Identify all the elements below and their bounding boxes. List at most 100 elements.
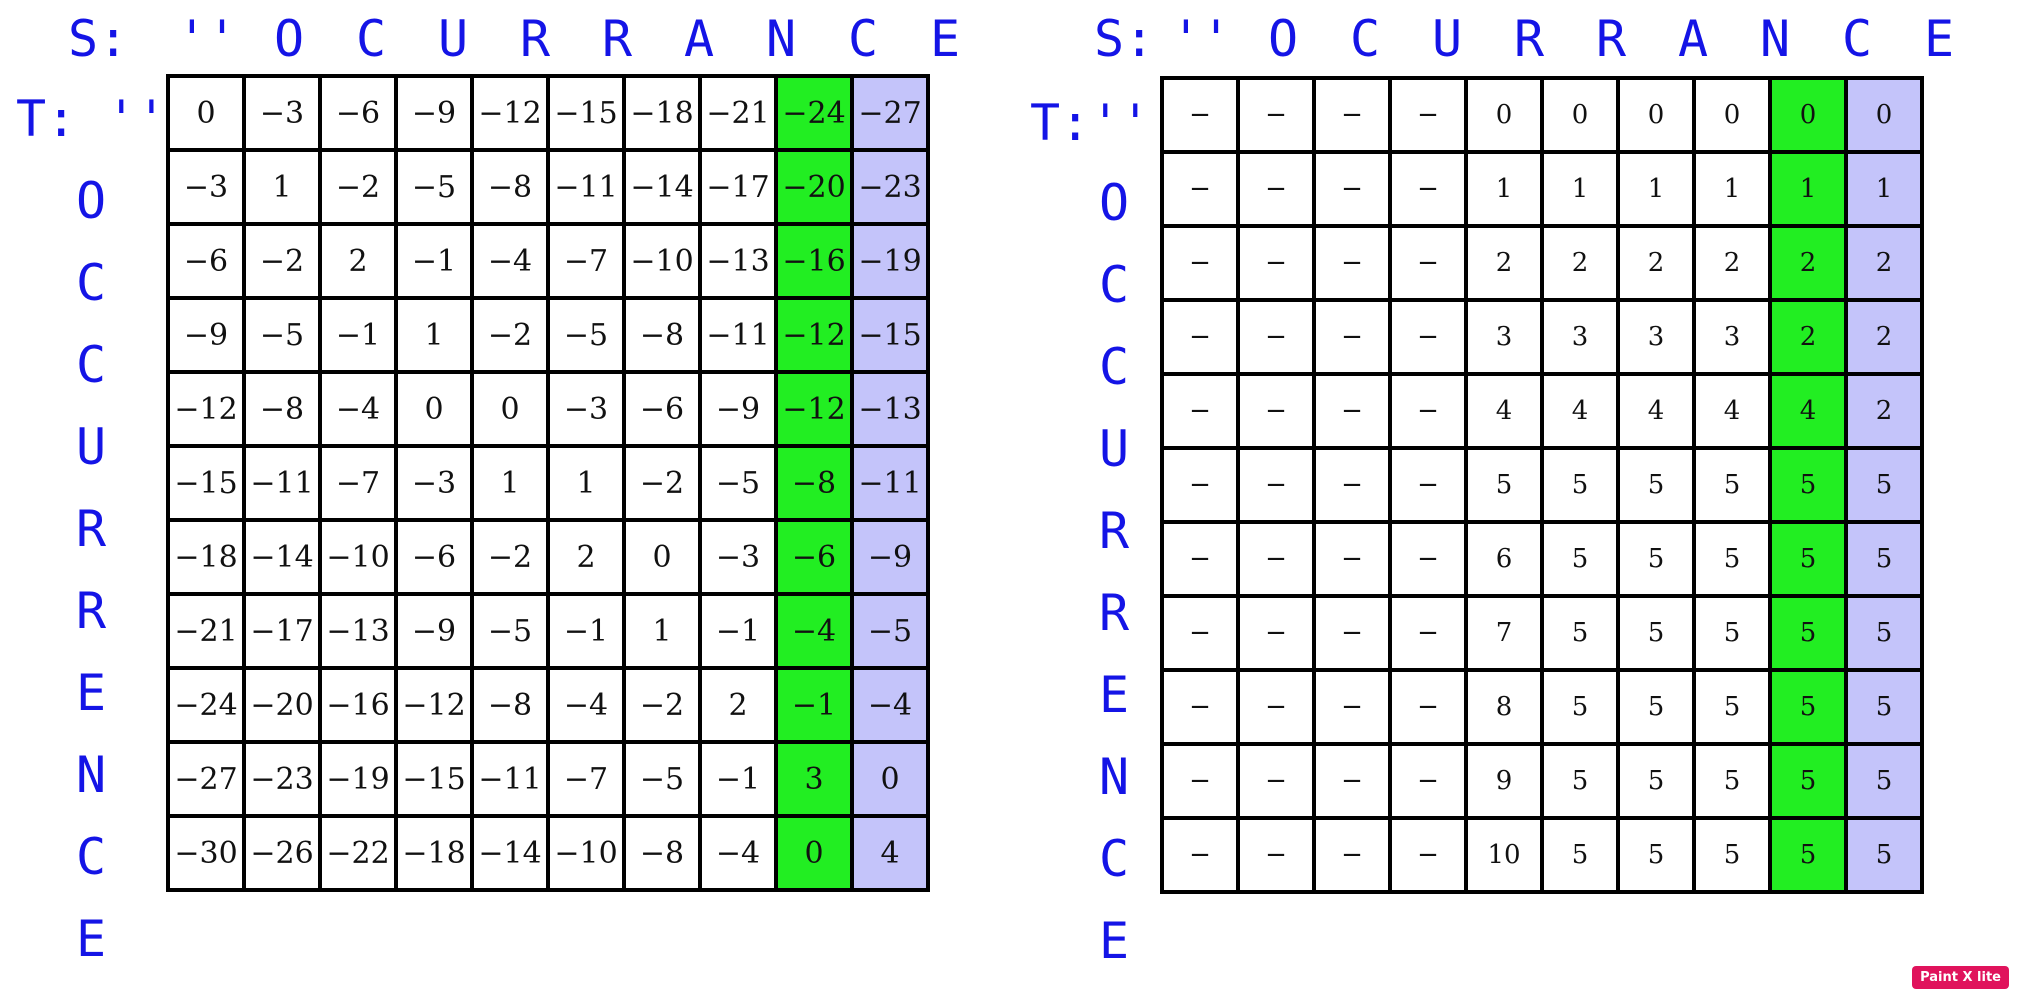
table-cell: −10 [318, 518, 398, 596]
table-cell: −3 [546, 370, 626, 448]
table-cell: − [1312, 816, 1392, 894]
table-cell: −5 [698, 444, 778, 522]
table-cell: −24 [166, 666, 246, 744]
table-cell: 2 [1844, 372, 1924, 450]
watermark-badge: Paint X lite [1912, 966, 2009, 989]
table-row: − − − −1 1 1 1 1 1 [1160, 150, 1924, 228]
table-cell: − [1160, 298, 1240, 376]
table-cell: 0 [470, 370, 550, 448]
table-cell: −2 [318, 148, 398, 226]
table-cell: −2 [470, 296, 550, 374]
table-cell: 4 [850, 814, 930, 892]
table-cell: − [1236, 150, 1316, 228]
row-header: U [1098, 420, 1130, 478]
table-cell: −2 [470, 518, 550, 596]
table-cell: −8 [242, 370, 322, 448]
row-header: N [75, 746, 107, 804]
table-cell: 0 [1844, 76, 1924, 154]
t-prefix-label: T: '' [16, 90, 167, 148]
table-cell: − [1312, 742, 1392, 820]
table-row: −21 −17 −13 −9 −5 −1 1 −1 −4 −5 [166, 592, 930, 670]
table-cell: −1 [546, 592, 626, 670]
table-cell: 1 [1464, 150, 1544, 228]
table-cell: − [1236, 668, 1316, 746]
table-cell: 5 [1540, 446, 1620, 524]
column-header: U [437, 10, 469, 68]
table-cell: −20 [242, 666, 322, 744]
column-header: '' [1170, 10, 1232, 68]
table-cell: −3 [166, 148, 246, 226]
table-cell: 5 [1616, 446, 1696, 524]
table-cell: 5 [1768, 594, 1848, 672]
table-cell: 2 [1768, 224, 1848, 302]
table-row: − − − −7 5 5 5 5 5 [1160, 594, 1924, 672]
table-cell: −16 [774, 222, 854, 300]
table-cell: −3 [698, 518, 778, 596]
table-cell: 5 [1844, 446, 1924, 524]
table-row: 0 −3 −6 −9 −12 −15 −18 −21 −24 −27 [166, 74, 930, 152]
table-cell: − [1388, 372, 1468, 450]
table-cell: −13 [850, 370, 930, 448]
table-cell: 1 [1540, 150, 1620, 228]
table-cell: − [1236, 816, 1316, 894]
table-cell: 5 [1540, 594, 1620, 672]
table-cell: −14 [622, 148, 702, 226]
table-cell: 4 [1768, 372, 1848, 450]
row-header: C [75, 254, 107, 312]
table-cell: −5 [470, 592, 550, 670]
table-row: − − − −2 2 2 2 2 2 [1160, 224, 1924, 302]
table-cell: 1 [242, 148, 322, 226]
table-cell: 5 [1844, 668, 1924, 746]
table-cell: 5 [1692, 742, 1772, 820]
row-header: N [1098, 748, 1130, 806]
table-cell: −17 [242, 592, 322, 670]
table-cell: − [1312, 76, 1392, 154]
table-cell: −15 [850, 296, 930, 374]
table-cell: − [1388, 298, 1468, 376]
table-cell: −23 [850, 148, 930, 226]
table-row: −30 −26 −22 −18 −14 −10 −8 −4 0 4 [166, 814, 930, 892]
table-cell: − [1312, 594, 1392, 672]
table-cell: −11 [546, 148, 626, 226]
table-cell: − [1388, 594, 1468, 672]
column-header: C [1841, 10, 1873, 68]
table-cell: −8 [622, 814, 702, 892]
table-cell: 5 [1692, 520, 1772, 598]
table-cell: −9 [698, 370, 778, 448]
table-cell: − [1312, 298, 1392, 376]
table-cell: 2 [318, 222, 398, 300]
table-cell: 0 [622, 518, 702, 596]
table-row: − − − −9 5 5 5 5 5 [1160, 742, 1924, 820]
table-cell: − [1160, 446, 1240, 524]
table-cell: 5 [1540, 816, 1620, 894]
table-cell: − [1160, 76, 1240, 154]
table-cell: 3 [774, 740, 854, 818]
table-row: −18 −14 −10 −6 −2 2 0 −3 −6 −9 [166, 518, 930, 596]
row-header: E [1098, 912, 1130, 970]
table-cell: − [1160, 594, 1240, 672]
table-cell: 4 [1464, 372, 1544, 450]
table-cell: −14 [470, 814, 550, 892]
table-row: − − − −5 5 5 5 5 5 [1160, 446, 1924, 524]
column-header: E [1923, 10, 1955, 68]
table-cell: −10 [622, 222, 702, 300]
table-cell: 5 [1616, 594, 1696, 672]
table-cell: −30 [166, 814, 246, 892]
table-cell: 5 [1844, 594, 1924, 672]
s-prefix-label: S: [68, 10, 129, 68]
row-header: R [75, 500, 107, 558]
table-cell: −8 [470, 666, 550, 744]
table-row: −9 −5 −1 1 −2 −5 −8 −11 −12 −15 [166, 296, 930, 374]
s-prefix-label: S: [1094, 10, 1155, 68]
table-cell: −11 [698, 296, 778, 374]
row-header: O [1098, 174, 1130, 232]
table-cell: −7 [546, 740, 626, 818]
table-cell: − [1160, 816, 1240, 894]
row-header: R [1098, 584, 1130, 642]
table-cell: 2 [1616, 224, 1696, 302]
table-cell: − [1236, 594, 1316, 672]
row-header: C [1098, 338, 1130, 396]
table-cell: 5 [1844, 520, 1924, 598]
table-cell: −14 [242, 518, 322, 596]
table-cell: − [1160, 742, 1240, 820]
